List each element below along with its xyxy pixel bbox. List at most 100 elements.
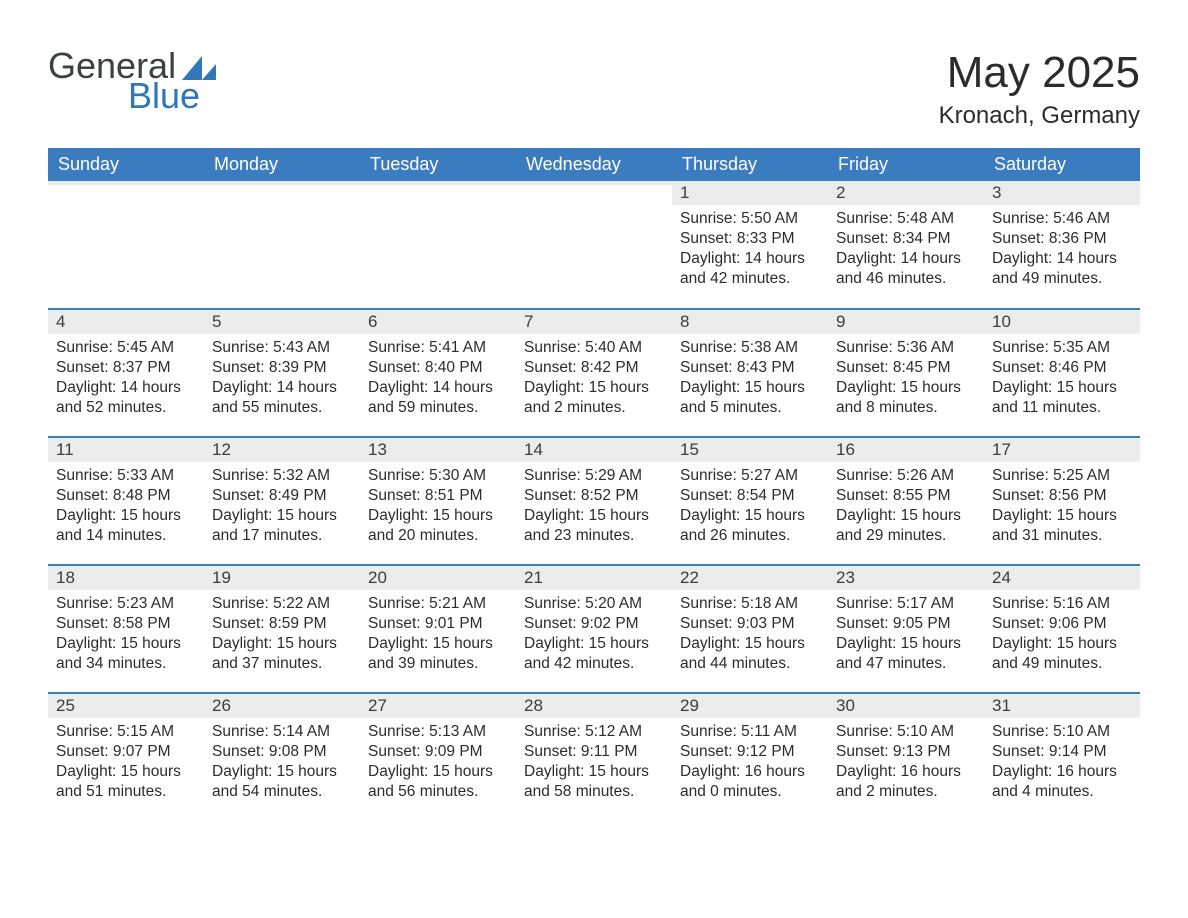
day-events: Sunrise: 5:13 AMSunset: 9:09 PMDaylight:… xyxy=(360,718,516,811)
day-number: 2 xyxy=(828,181,984,205)
day-number: 8 xyxy=(672,310,828,334)
sunrise-text: Sunrise: 5:33 AM xyxy=(56,466,196,486)
day-number: 24 xyxy=(984,566,1140,590)
sunrise-text: Sunrise: 5:27 AM xyxy=(680,466,820,486)
sunrise-text: Sunrise: 5:13 AM xyxy=(368,722,508,742)
sunrise-text: Sunrise: 5:41 AM xyxy=(368,338,508,358)
day-events: Sunrise: 5:32 AMSunset: 8:49 PMDaylight:… xyxy=(204,462,360,555)
sunset-text: Sunset: 9:01 PM xyxy=(368,614,508,634)
month-title: May 2025 xyxy=(939,48,1140,98)
day-cell: 3Sunrise: 5:46 AMSunset: 8:36 PMDaylight… xyxy=(984,181,1140,309)
sunrise-text: Sunrise: 5:20 AM xyxy=(524,594,664,614)
day-number: 31 xyxy=(984,694,1140,718)
day-events: Sunrise: 5:46 AMSunset: 8:36 PMDaylight:… xyxy=(984,205,1140,298)
day-events: Sunrise: 5:35 AMSunset: 8:46 PMDaylight:… xyxy=(984,334,1140,427)
location: Kronach, Germany xyxy=(939,102,1140,130)
day-events: Sunrise: 5:22 AMSunset: 8:59 PMDaylight:… xyxy=(204,590,360,683)
daylight-text: Daylight: 15 hours and 14 minutes. xyxy=(56,506,196,546)
day-cell: 19Sunrise: 5:22 AMSunset: 8:59 PMDayligh… xyxy=(204,565,360,693)
weekday-header: Monday xyxy=(204,148,360,181)
daylight-text: Daylight: 16 hours and 4 minutes. xyxy=(992,762,1132,802)
day-number: 27 xyxy=(360,694,516,718)
weekday-header: Friday xyxy=(828,148,984,181)
daylight-text: Daylight: 15 hours and 44 minutes. xyxy=(680,634,820,674)
day-cell xyxy=(360,181,516,309)
daylight-text: Daylight: 15 hours and 42 minutes. xyxy=(524,634,664,674)
day-number: 18 xyxy=(48,566,204,590)
sunrise-text: Sunrise: 5:43 AM xyxy=(212,338,352,358)
daylight-text: Daylight: 14 hours and 49 minutes. xyxy=(992,249,1132,289)
week-row: 11Sunrise: 5:33 AMSunset: 8:48 PMDayligh… xyxy=(48,437,1140,565)
day-number: 20 xyxy=(360,566,516,590)
day-cell: 17Sunrise: 5:25 AMSunset: 8:56 PMDayligh… xyxy=(984,437,1140,565)
weekday-header: Tuesday xyxy=(360,148,516,181)
daylight-text: Daylight: 15 hours and 58 minutes. xyxy=(524,762,664,802)
day-cell xyxy=(516,181,672,309)
day-number: 23 xyxy=(828,566,984,590)
daylight-text: Daylight: 15 hours and 31 minutes. xyxy=(992,506,1132,546)
day-events: Sunrise: 5:10 AMSunset: 9:13 PMDaylight:… xyxy=(828,718,984,811)
sunrise-text: Sunrise: 5:14 AM xyxy=(212,722,352,742)
day-events: Sunrise: 5:40 AMSunset: 8:42 PMDaylight:… xyxy=(516,334,672,427)
sunrise-text: Sunrise: 5:30 AM xyxy=(368,466,508,486)
day-cell: 9Sunrise: 5:36 AMSunset: 8:45 PMDaylight… xyxy=(828,309,984,437)
sunset-text: Sunset: 9:06 PM xyxy=(992,614,1132,634)
sunset-text: Sunset: 8:52 PM xyxy=(524,486,664,506)
day-cell: 26Sunrise: 5:14 AMSunset: 9:08 PMDayligh… xyxy=(204,693,360,821)
day-events: Sunrise: 5:33 AMSunset: 8:48 PMDaylight:… xyxy=(48,462,204,555)
day-events: Sunrise: 5:45 AMSunset: 8:37 PMDaylight:… xyxy=(48,334,204,427)
week-row: 1Sunrise: 5:50 AMSunset: 8:33 PMDaylight… xyxy=(48,181,1140,309)
daylight-text: Daylight: 15 hours and 2 minutes. xyxy=(524,378,664,418)
day-cell: 18Sunrise: 5:23 AMSunset: 8:58 PMDayligh… xyxy=(48,565,204,693)
day-cell xyxy=(48,181,204,309)
sunrise-text: Sunrise: 5:15 AM xyxy=(56,722,196,742)
sunset-text: Sunset: 8:58 PM xyxy=(56,614,196,634)
day-events: Sunrise: 5:15 AMSunset: 9:07 PMDaylight:… xyxy=(48,718,204,811)
sunrise-text: Sunrise: 5:50 AM xyxy=(680,209,820,229)
day-events: Sunrise: 5:23 AMSunset: 8:58 PMDaylight:… xyxy=(48,590,204,683)
sunset-text: Sunset: 9:13 PM xyxy=(836,742,976,762)
daylight-text: Daylight: 15 hours and 56 minutes. xyxy=(368,762,508,802)
daylight-text: Daylight: 15 hours and 11 minutes. xyxy=(992,378,1132,418)
sunrise-text: Sunrise: 5:12 AM xyxy=(524,722,664,742)
sunrise-text: Sunrise: 5:22 AM xyxy=(212,594,352,614)
day-cell: 10Sunrise: 5:35 AMSunset: 8:46 PMDayligh… xyxy=(984,309,1140,437)
day-cell: 27Sunrise: 5:13 AMSunset: 9:09 PMDayligh… xyxy=(360,693,516,821)
sunset-text: Sunset: 8:34 PM xyxy=(836,229,976,249)
daylight-text: Daylight: 14 hours and 59 minutes. xyxy=(368,378,508,418)
sunrise-text: Sunrise: 5:32 AM xyxy=(212,466,352,486)
daylight-text: Daylight: 15 hours and 54 minutes. xyxy=(212,762,352,802)
day-number: 29 xyxy=(672,694,828,718)
day-number: 17 xyxy=(984,438,1140,462)
daylight-text: Daylight: 15 hours and 47 minutes. xyxy=(836,634,976,674)
day-cell: 21Sunrise: 5:20 AMSunset: 9:02 PMDayligh… xyxy=(516,565,672,693)
daylight-text: Daylight: 14 hours and 55 minutes. xyxy=(212,378,352,418)
sunrise-text: Sunrise: 5:46 AM xyxy=(992,209,1132,229)
day-cell: 15Sunrise: 5:27 AMSunset: 8:54 PMDayligh… xyxy=(672,437,828,565)
day-cell: 14Sunrise: 5:29 AMSunset: 8:52 PMDayligh… xyxy=(516,437,672,565)
title-block: May 2025 Kronach, Germany xyxy=(939,48,1140,130)
sunset-text: Sunset: 8:45 PM xyxy=(836,358,976,378)
day-events: Sunrise: 5:27 AMSunset: 8:54 PMDaylight:… xyxy=(672,462,828,555)
sunset-text: Sunset: 8:55 PM xyxy=(836,486,976,506)
day-number: 13 xyxy=(360,438,516,462)
sunset-text: Sunset: 8:51 PM xyxy=(368,486,508,506)
day-cell: 30Sunrise: 5:10 AMSunset: 9:13 PMDayligh… xyxy=(828,693,984,821)
calendar-table: Sunday Monday Tuesday Wednesday Thursday… xyxy=(48,148,1140,821)
sunset-text: Sunset: 8:43 PM xyxy=(680,358,820,378)
day-cell: 31Sunrise: 5:10 AMSunset: 9:14 PMDayligh… xyxy=(984,693,1140,821)
day-cell: 29Sunrise: 5:11 AMSunset: 9:12 PMDayligh… xyxy=(672,693,828,821)
day-cell: 16Sunrise: 5:26 AMSunset: 8:55 PMDayligh… xyxy=(828,437,984,565)
day-events: Sunrise: 5:38 AMSunset: 8:43 PMDaylight:… xyxy=(672,334,828,427)
day-number: 15 xyxy=(672,438,828,462)
day-events: Sunrise: 5:25 AMSunset: 8:56 PMDaylight:… xyxy=(984,462,1140,555)
sunrise-text: Sunrise: 5:38 AM xyxy=(680,338,820,358)
sunset-text: Sunset: 8:39 PM xyxy=(212,358,352,378)
week-row: 18Sunrise: 5:23 AMSunset: 8:58 PMDayligh… xyxy=(48,565,1140,693)
daylight-text: Daylight: 14 hours and 52 minutes. xyxy=(56,378,196,418)
weekday-header: Thursday xyxy=(672,148,828,181)
sunset-text: Sunset: 8:42 PM xyxy=(524,358,664,378)
day-cell: 7Sunrise: 5:40 AMSunset: 8:42 PMDaylight… xyxy=(516,309,672,437)
day-cell: 23Sunrise: 5:17 AMSunset: 9:05 PMDayligh… xyxy=(828,565,984,693)
daylight-text: Daylight: 15 hours and 5 minutes. xyxy=(680,378,820,418)
